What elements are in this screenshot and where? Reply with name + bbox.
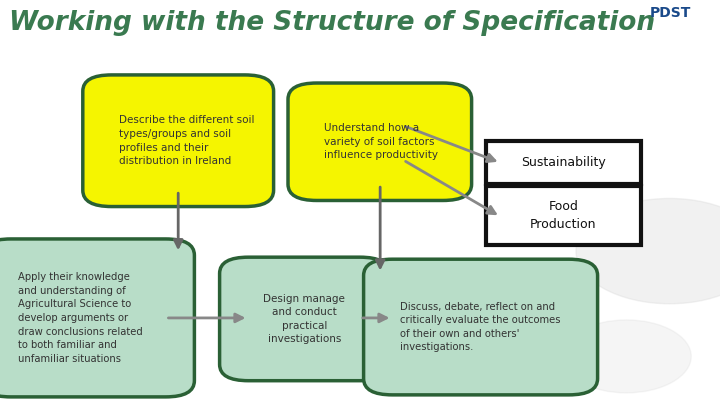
FancyBboxPatch shape <box>486 186 641 245</box>
Text: Understand how a
variety of soil factors
influence productivity: Understand how a variety of soil factors… <box>324 123 438 160</box>
FancyBboxPatch shape <box>83 75 274 207</box>
FancyBboxPatch shape <box>288 83 472 200</box>
Circle shape <box>576 198 720 304</box>
Text: Apply their knowledge
and understanding of
Agricultural Science to
develop argum: Apply their knowledge and understanding … <box>18 272 143 364</box>
Text: Food
Production: Food Production <box>530 200 597 231</box>
Text: Discuss, debate, reflect on and
critically evaluate the outcomes
of their own an: Discuss, debate, reflect on and critical… <box>400 302 560 352</box>
FancyBboxPatch shape <box>0 239 194 397</box>
Circle shape <box>562 320 691 393</box>
FancyBboxPatch shape <box>486 141 641 184</box>
Text: Describe the different soil
types/groups and soil
profiles and their
distributio: Describe the different soil types/groups… <box>119 115 254 166</box>
Text: Design manage
and conduct
practical
investigations: Design manage and conduct practical inve… <box>264 294 345 344</box>
Text: Working with the Structure of Specification: Working with the Structure of Specificat… <box>9 10 654 36</box>
Text: Sustainability: Sustainability <box>521 156 606 169</box>
FancyBboxPatch shape <box>364 259 598 395</box>
Text: PDST: PDST <box>650 6 691 20</box>
FancyBboxPatch shape <box>220 257 389 381</box>
